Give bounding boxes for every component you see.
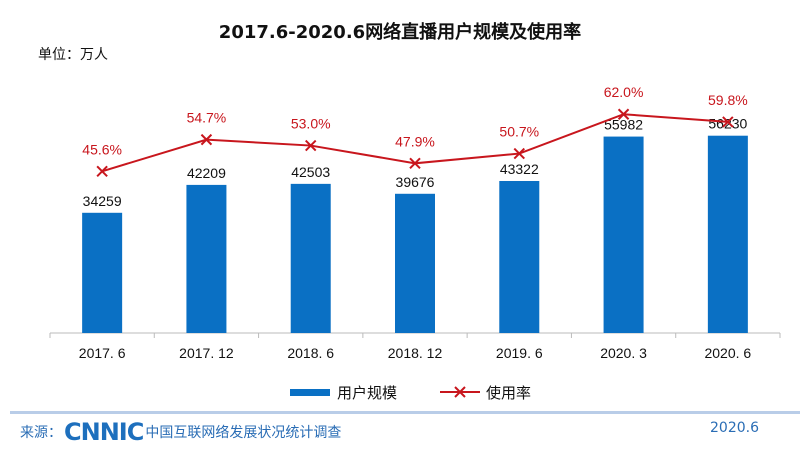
x-tick-label: 2020. 6 <box>704 345 751 361</box>
line-label: 45.6% <box>82 141 122 157</box>
bar <box>603 136 644 333</box>
x-tick-label: 2018. 12 <box>388 345 443 361</box>
line-label: 62.0% <box>604 84 644 100</box>
bar-label: 42209 <box>187 165 226 181</box>
x-tick-label: 2020. 3 <box>600 345 647 361</box>
x-tick-label: 2017. 6 <box>79 345 126 361</box>
legend-bar-label: 用户规模 <box>337 384 397 402</box>
legend-line-marker <box>454 386 466 398</box>
bar-label: 42503 <box>291 164 330 180</box>
line-label: 47.9% <box>395 133 435 149</box>
line-label: 50.7% <box>499 124 539 140</box>
bar <box>186 184 227 333</box>
bar-label: 39676 <box>396 174 435 190</box>
bar <box>707 135 748 333</box>
line-marker <box>305 139 317 152</box>
bar-label: 34259 <box>83 193 122 209</box>
unit-label: 单位：万人 <box>38 47 108 63</box>
line-marker <box>617 108 630 120</box>
chart-title: 2017.6-2020.6网络直播用户规模及使用率 <box>218 22 582 43</box>
footer-divider <box>10 411 800 414</box>
bar <box>395 193 435 333</box>
footer-date: 2020.6 <box>710 420 759 436</box>
source-label: 来源： <box>20 425 62 441</box>
bar <box>290 183 331 333</box>
line-marker <box>96 165 108 178</box>
line-marker <box>409 157 421 170</box>
line-label: 54.7% <box>187 110 227 126</box>
bar-label: 56230 <box>708 116 747 132</box>
source-name: 中国互联网络发展状况统计调查 <box>145 425 342 441</box>
line-marker <box>722 116 734 128</box>
line-marker <box>200 133 213 146</box>
line-label: 59.8% <box>708 92 748 108</box>
footer-source: 来源： CNNIC 中国互联网络发展状况统计调查 <box>20 418 341 446</box>
bar <box>499 180 540 333</box>
line-label: 53.0% <box>291 116 331 132</box>
x-tick-label: 2019. 6 <box>496 345 543 361</box>
cnnic-logo: CNNIC <box>64 418 144 446</box>
bar-label: 43322 <box>500 161 539 177</box>
bar <box>82 212 123 333</box>
x-tick-label: 2017. 12 <box>179 345 234 361</box>
x-tick-label: 2018. 6 <box>287 345 334 361</box>
legend-bar-swatch <box>290 389 330 396</box>
bar-label: 55982 <box>604 117 643 133</box>
legend-line-label: 使用率 <box>486 384 531 402</box>
line-marker <box>513 147 525 160</box>
